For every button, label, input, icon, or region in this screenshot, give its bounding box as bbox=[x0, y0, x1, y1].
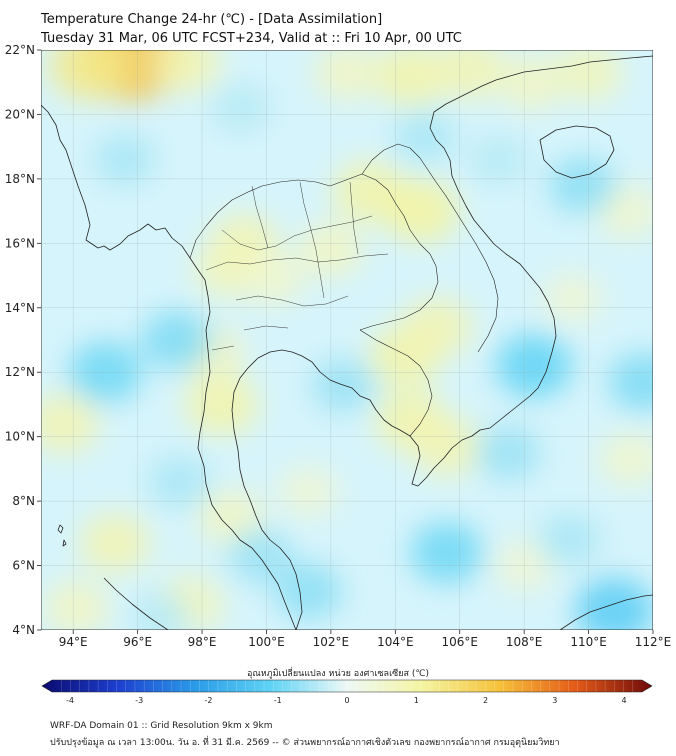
lat-tick-label: 16°N bbox=[5, 236, 35, 250]
lat-tick-label: 4°N bbox=[12, 623, 35, 637]
lat-tick-label: 18°N bbox=[5, 172, 35, 186]
temperature-change-map: 94°E 96°E 98°E 100°E 102°E 104°E 106°E 108°E 110… bbox=[5, 43, 672, 705]
colorbar-tick-label: 1 bbox=[414, 696, 419, 705]
lon-tick-label: 94°E bbox=[59, 635, 88, 649]
coastlines-and-borders bbox=[41, 55, 653, 630]
field-anomaly-30 bbox=[211, 83, 271, 133]
axes: 94°E 96°E 98°E 100°E 102°E 104°E 106°E 108°E 110… bbox=[5, 43, 672, 649]
field-anomaly-3 bbox=[314, 50, 380, 100]
field-anomaly-37 bbox=[608, 352, 653, 412]
lat-tick-label: 14°N bbox=[5, 301, 35, 315]
field-anomaly-4 bbox=[374, 50, 449, 107]
lon-tick-label: 96°E bbox=[123, 635, 152, 649]
border-thailand-myanmar bbox=[189, 179, 331, 259]
lat-tick-label: 10°N bbox=[5, 430, 35, 444]
province-lines bbox=[205, 181, 389, 351]
field-anomaly-47 bbox=[538, 513, 601, 566]
lat-tick-label: 22°N bbox=[5, 43, 35, 57]
lat-tick-label: 8°N bbox=[12, 494, 35, 508]
colorbar-tick-label: 0 bbox=[344, 696, 349, 705]
field-anomaly-41 bbox=[274, 562, 343, 620]
field-anomaly-29 bbox=[278, 466, 338, 517]
field-anomaly-45 bbox=[468, 134, 528, 185]
plot-area bbox=[41, 50, 653, 630]
field-anomaly-43 bbox=[148, 455, 211, 508]
field-anomaly-1 bbox=[48, 50, 131, 101]
field-anomaly-35 bbox=[495, 333, 572, 398]
field-anomaly-40 bbox=[574, 577, 653, 630]
field-anomaly-39 bbox=[410, 521, 484, 584]
lat-tick-label: 12°N bbox=[5, 365, 35, 379]
border-cambodia bbox=[359, 329, 433, 437]
field-anomaly-5 bbox=[434, 50, 505, 99]
field-anomaly-19 bbox=[41, 394, 99, 454]
lon-tick-label: 100°E bbox=[248, 635, 285, 649]
lon-tick-label: 108°E bbox=[506, 635, 543, 649]
lon-tick-label: 106°E bbox=[441, 635, 478, 649]
colorbar-tick-label: 4 bbox=[621, 696, 626, 705]
lon-tick-label: 102°E bbox=[313, 635, 350, 649]
lon-tick-label: 104°E bbox=[377, 635, 414, 649]
border-thailand-laos bbox=[329, 173, 439, 331]
field-anomaly-46 bbox=[130, 592, 190, 630]
lat-tick-label: 20°N bbox=[5, 107, 35, 121]
field-anomaly-36 bbox=[548, 156, 616, 214]
coastline-borneo bbox=[559, 594, 653, 630]
footer-model-info: WRF-DA Domain 01 :: Grid Resolution 9km … bbox=[50, 721, 273, 731]
field-anomaly-27 bbox=[599, 433, 653, 486]
field-anomaly-9 bbox=[383, 179, 460, 244]
field-anomaly-26 bbox=[542, 273, 603, 323]
field-anomaly-14 bbox=[401, 297, 473, 357]
field-anomaly-23 bbox=[198, 490, 264, 545]
field-anomaly-44 bbox=[393, 111, 456, 163]
coastline-myanmar bbox=[41, 104, 297, 630]
coastline-hainan bbox=[539, 125, 615, 179]
colorbar-tick-label: 2 bbox=[483, 696, 488, 705]
field-anomaly-38 bbox=[475, 425, 541, 480]
gridlines bbox=[41, 50, 653, 630]
field-anomaly-2 bbox=[150, 50, 222, 93]
map-title: Temperature Change 24-hr (℃) - [Data Ass… bbox=[41, 12, 383, 27]
lon-tick-label: 98°E bbox=[188, 635, 217, 649]
colorbar-tick-label: 3 bbox=[552, 696, 557, 705]
footer-credit: ปรับปรุงข้อมูล ณ เวลา 13:00น. วัน อ. ที่… bbox=[50, 738, 560, 748]
field-anomaly-6 bbox=[498, 55, 563, 110]
field-anomaly-32 bbox=[141, 310, 212, 370]
field-anomaly-24 bbox=[241, 252, 304, 305]
lon-tick-label: 110°E bbox=[570, 635, 607, 649]
colorbar-tick-label: -3 bbox=[135, 696, 143, 705]
lon-tick-label: 112°E bbox=[635, 635, 672, 649]
colorbar-tick-label: -2 bbox=[205, 696, 213, 705]
field-anomaly-31 bbox=[93, 133, 156, 186]
field-anomaly-16 bbox=[411, 416, 483, 476]
coastline-gulf-of-thailand bbox=[231, 55, 653, 630]
field-anomaly-17 bbox=[184, 373, 258, 436]
colorbar-tick-label: -4 bbox=[66, 696, 74, 705]
andaman-islands bbox=[57, 524, 67, 547]
border-laos-vietnam bbox=[361, 143, 499, 353]
colorbar-tick-label: -1 bbox=[274, 696, 282, 705]
map-subtitle: Tuesday 31 Mar, 06 UTC FCST+234, Valid a… bbox=[41, 31, 462, 46]
field-anomaly-20 bbox=[79, 513, 151, 573]
colorbar: -4 -3 -2 -1 0 1 2 3 4 bbox=[41, 679, 653, 705]
coastline-sumatra bbox=[103, 577, 169, 630]
field-anomaly-21 bbox=[44, 580, 109, 630]
colorbar-label: อุณหภูมิเปลี่ยนแปลง หน่วย องศาเซลเซียส (… bbox=[246, 669, 430, 679]
lat-tick-label: 6°N bbox=[12, 559, 35, 573]
